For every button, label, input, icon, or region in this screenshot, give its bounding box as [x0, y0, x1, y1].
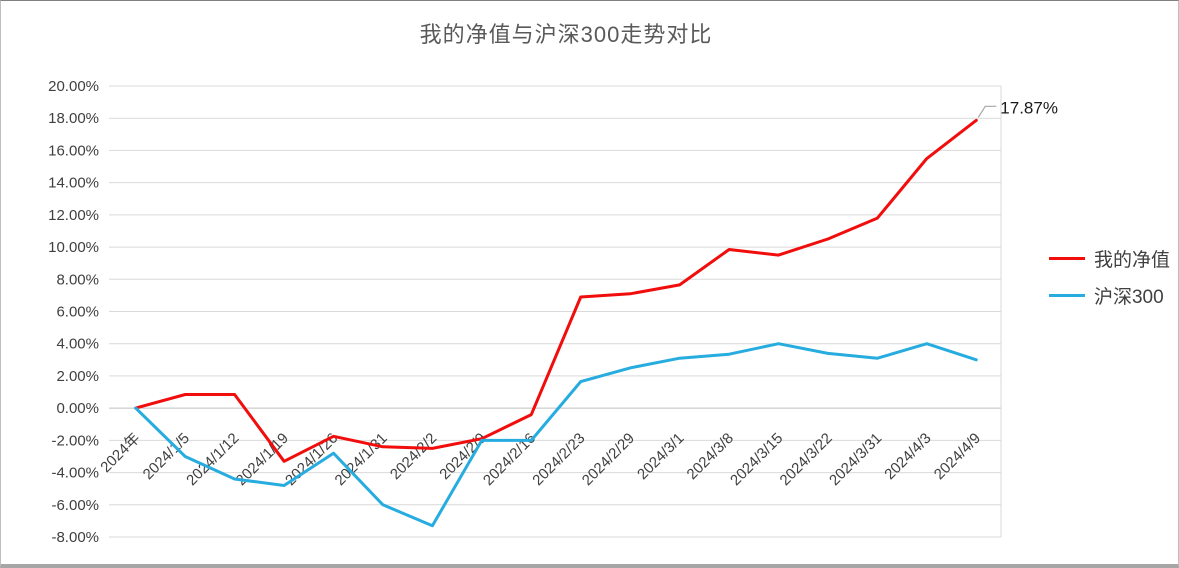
x-tick-label: 2024/4/3 [881, 430, 934, 483]
legend-label-my-net-value: 我的净值 [1093, 250, 1170, 271]
y-tick-label: -6.00% [51, 497, 99, 514]
legend-line-sample-blue [1048, 294, 1085, 297]
y-tick-label: 20.00% [48, 78, 99, 95]
series-line-1[interactable] [134, 342, 978, 528]
legend-item-csi300[interactable]: 沪深300 [1048, 282, 1170, 309]
y-tick-label: 10.00% [48, 239, 99, 256]
legend: 我的净值 沪深300 [1048, 245, 1170, 309]
x-tick-label: 2024/2/29 [579, 430, 638, 489]
x-tick-label: 2024/2/2 [387, 430, 440, 483]
y-tick-label: 8.00% [56, 271, 99, 288]
y-tick-label: 0.00% [56, 400, 99, 417]
end-label-leader [977, 105, 997, 118]
end-label: 17.87% [1000, 98, 1058, 117]
y-tick-label: 16.00% [48, 142, 99, 159]
legend-line-sample-red [1048, 257, 1085, 260]
legend-label-csi300: 沪深300 [1093, 287, 1164, 308]
chart-title: 我的净值与沪深300走势对比 [419, 22, 713, 47]
series-line-0[interactable] [134, 118, 978, 463]
x-tick-label: 2024/2/16 [480, 430, 539, 489]
y-tick-label: 12.00% [48, 207, 99, 224]
y-tick-label: -4.00% [51, 465, 99, 482]
y-tick-label: 4.00% [56, 336, 99, 353]
x-tick-label: 2024/3/31 [826, 430, 885, 489]
x-tick-label: 2024/3/1 [634, 430, 687, 483]
y-tick-label: -8.00% [51, 529, 99, 546]
y-tick-label: 18.00% [48, 110, 99, 127]
y-tick-label: -2.00% [51, 432, 99, 449]
x-tick-label: 2024/2/23 [529, 430, 588, 489]
legend-item-my-net-value[interactable]: 我的净值 [1048, 245, 1170, 272]
y-tick-label: 2.00% [56, 368, 99, 385]
x-tick-label: 2024年 [97, 430, 143, 476]
x-tick-label: 2024/4/9 [931, 430, 984, 483]
x-tick-label: 2024/3/15 [727, 430, 786, 489]
x-tick-label: 2024/3/22 [777, 430, 836, 489]
y-tick-label: 6.00% [56, 304, 99, 321]
y-tick-label: 14.00% [48, 175, 99, 192]
